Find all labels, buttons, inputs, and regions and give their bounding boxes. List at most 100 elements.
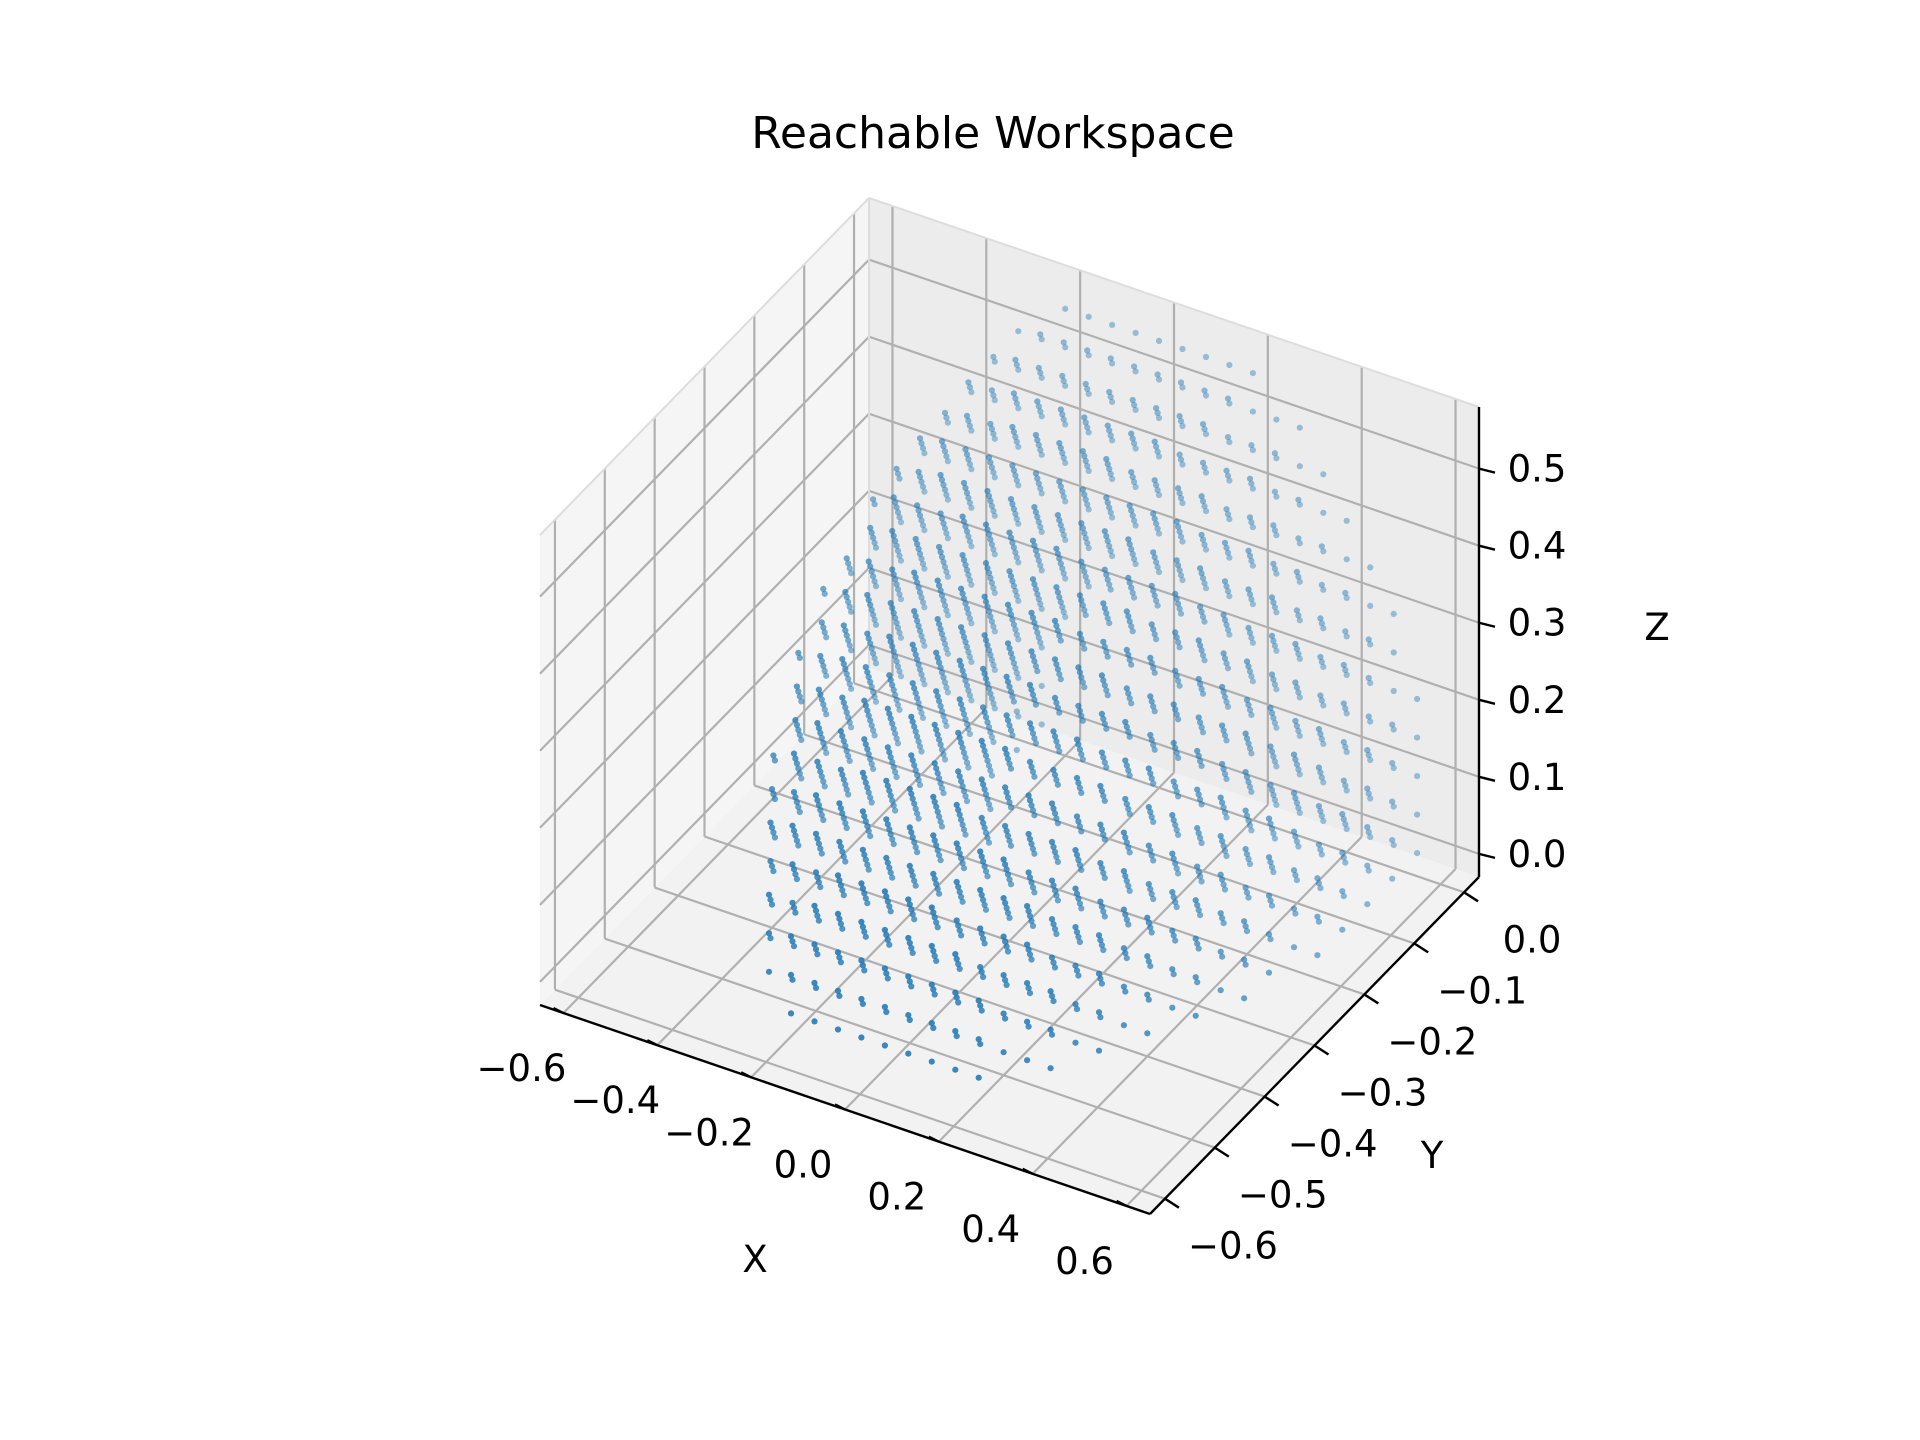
x-tick-label: −0.4 bbox=[570, 1079, 660, 1122]
scatter-point bbox=[1003, 904, 1010, 912]
scatter-point bbox=[1075, 818, 1082, 825]
scatter-point bbox=[1126, 772, 1133, 779]
scatter-point bbox=[936, 582, 943, 589]
scatter-point bbox=[893, 619, 900, 627]
scatter-point bbox=[912, 651, 919, 658]
scatter-point bbox=[862, 818, 869, 825]
scatter-point bbox=[960, 479, 968, 487]
scatter-point bbox=[956, 850, 963, 857]
scatter-point bbox=[1267, 782, 1274, 789]
scatter-point bbox=[1004, 601, 1012, 608]
scatter-point bbox=[812, 984, 820, 992]
scatter-point bbox=[953, 801, 960, 809]
y-axis-label: Y bbox=[1420, 1134, 1444, 1177]
scatter-point bbox=[991, 435, 998, 442]
scatter-point bbox=[1106, 388, 1113, 396]
scatter-point bbox=[1367, 756, 1374, 764]
scatter-point bbox=[915, 545, 922, 553]
y-tick-label: −0.3 bbox=[1338, 1072, 1428, 1115]
scatter-point bbox=[1220, 920, 1227, 927]
scatter-point bbox=[1009, 462, 1016, 469]
scatter-point bbox=[1175, 677, 1182, 684]
scatter-point bbox=[1343, 825, 1350, 833]
scatter-point bbox=[884, 782, 891, 789]
scatter-point bbox=[1320, 779, 1327, 786]
scatter-point bbox=[1004, 717, 1012, 724]
scatter-point bbox=[843, 593, 850, 601]
grid-line-z-back bbox=[868, 258, 1480, 470]
scatter-point bbox=[1243, 928, 1251, 935]
scatter-point bbox=[845, 560, 852, 567]
scatter-point bbox=[1054, 743, 1061, 750]
scatter-point bbox=[870, 650, 877, 657]
scatter-point bbox=[1173, 903, 1180, 911]
scatter-point bbox=[864, 746, 871, 753]
scatter-point bbox=[815, 879, 823, 886]
scatter-point bbox=[963, 721, 971, 728]
scatter-point bbox=[1197, 912, 1204, 919]
scatter-point bbox=[1364, 747, 1371, 754]
scatter-point bbox=[1245, 855, 1252, 863]
scatter-point bbox=[912, 574, 919, 581]
scatter-point bbox=[1034, 552, 1041, 559]
scatter-point bbox=[938, 476, 946, 483]
scatter-point bbox=[787, 971, 795, 979]
scatter-point bbox=[1147, 963, 1154, 970]
scatter-point bbox=[1107, 509, 1114, 516]
scatter-point bbox=[1245, 547, 1252, 554]
scatter-point bbox=[1242, 807, 1249, 814]
scatter-point bbox=[1176, 528, 1183, 535]
scatter-point bbox=[1148, 852, 1155, 859]
scatter-point bbox=[868, 683, 875, 691]
scatter-point bbox=[1175, 831, 1182, 839]
scatter-point bbox=[1122, 950, 1129, 957]
scatter-point bbox=[990, 546, 997, 553]
scatter-point bbox=[937, 471, 944, 479]
scatter-point bbox=[812, 946, 820, 953]
scatter-point bbox=[1097, 821, 1104, 828]
scatter-point bbox=[990, 661, 997, 669]
scatter-point bbox=[1219, 915, 1226, 922]
scatter-point bbox=[884, 744, 891, 751]
scatter-point bbox=[1318, 697, 1325, 704]
scatter-point bbox=[1246, 552, 1254, 559]
scatter-point bbox=[1201, 541, 1208, 548]
scatter-point bbox=[1028, 917, 1035, 925]
scatter-point bbox=[1107, 355, 1114, 362]
scatter-point bbox=[1273, 532, 1280, 539]
scatter-point bbox=[1177, 418, 1185, 425]
scatter-point bbox=[1249, 601, 1256, 608]
scatter-points bbox=[765, 305, 1421, 1081]
scatter-point bbox=[1029, 807, 1037, 814]
scatter-point bbox=[1056, 632, 1063, 639]
scatter-point bbox=[1340, 777, 1347, 784]
scatter-point bbox=[1012, 664, 1019, 672]
scatter-point bbox=[1082, 535, 1089, 542]
scatter-point bbox=[1248, 480, 1255, 487]
scatter-point bbox=[1175, 485, 1182, 492]
scatter-point bbox=[1175, 716, 1182, 723]
scatter-point bbox=[1241, 918, 1248, 925]
z-tick-label: 0.5 bbox=[1508, 448, 1567, 491]
scatter-point bbox=[1085, 429, 1092, 436]
scatter-point bbox=[862, 664, 869, 671]
scatter-point bbox=[1098, 710, 1105, 718]
scatter-point bbox=[1057, 560, 1064, 567]
scatter-point bbox=[1340, 854, 1347, 861]
scatter-point bbox=[1012, 549, 1019, 556]
scatter-point bbox=[817, 729, 824, 737]
scatter-point bbox=[914, 733, 921, 740]
scatter-point bbox=[843, 632, 850, 639]
scatter-point bbox=[1220, 650, 1227, 657]
scatter-point bbox=[936, 543, 943, 551]
scatter-point bbox=[1104, 653, 1111, 660]
scatter-point bbox=[792, 909, 799, 916]
scatter-point bbox=[1009, 732, 1016, 739]
scatter-point bbox=[1148, 736, 1155, 744]
scatter-point bbox=[893, 773, 900, 781]
scatter-point bbox=[1078, 674, 1085, 681]
scatter-point bbox=[1095, 970, 1103, 977]
scatter-point bbox=[909, 949, 916, 957]
scatter-point bbox=[1006, 529, 1013, 536]
scatter-point bbox=[1296, 694, 1303, 701]
